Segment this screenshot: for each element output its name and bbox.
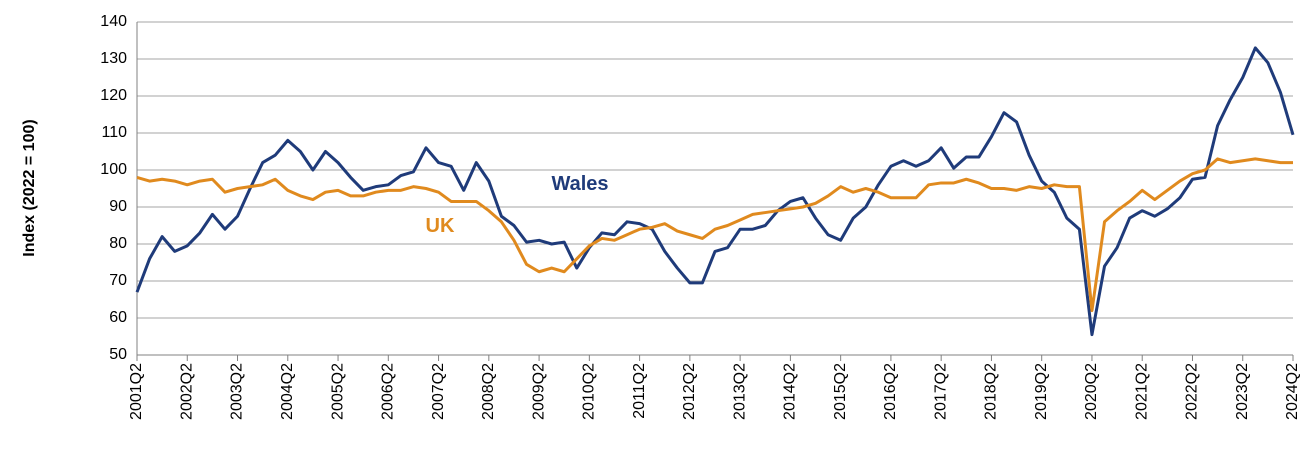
y-tick-label: 70 [109,272,127,289]
x-tick-label: 2008Q2 [480,363,497,420]
x-tick-label: 2015Q2 [832,363,849,420]
x-tick-label: 2006Q2 [380,363,397,420]
x-tick-label: 2020Q2 [1083,363,1100,420]
x-tick-label: 2010Q2 [581,363,598,420]
series-line [136,157,1293,313]
x-tick-label: 2022Q2 [1184,363,1201,420]
x-tick-label: 2002Q2 [178,363,195,420]
x-tick-label: 2016Q2 [882,363,899,420]
y-tick-label: 120 [100,87,127,104]
y-tick-label: 100 [100,161,127,178]
x-tick-label: 2014Q2 [782,363,799,420]
x-tick-label: 2003Q2 [229,363,246,420]
series-label: UK [426,215,455,237]
x-tick-label: 2009Q2 [530,363,547,420]
y-axis-label: Index (2022 = 100) [21,119,38,256]
x-tick-label: 2024Q2 [1284,363,1301,420]
x-tick-label: 2017Q2 [932,363,949,420]
x-tick-label: 2004Q2 [279,363,296,420]
y-tick-label: 50 [109,346,127,363]
x-tick-label: 2023Q2 [1234,363,1251,420]
y-tick-label: 130 [100,50,127,67]
series-label: Wales [551,173,608,195]
x-tick-label: 2012Q2 [681,363,698,420]
y-tick-label: 60 [109,309,127,326]
x-tick-label: 2013Q2 [731,363,748,420]
x-tick-label: 2021Q2 [1133,363,1150,420]
y-tick-label: 140 [100,13,127,30]
x-tick-label: 2005Q2 [329,363,346,420]
x-tick-label: 2018Q2 [983,363,1000,420]
x-tick-label: 2001Q2 [128,363,145,420]
x-tick-label: 2011Q2 [631,363,648,419]
y-tick-label: 80 [109,235,127,252]
y-tick-label: 110 [101,124,127,141]
x-tick-label: 2019Q2 [1033,363,1050,420]
y-tick-label: 90 [109,198,127,215]
x-tick-label: 2007Q2 [430,363,447,420]
series-line [135,46,1295,337]
